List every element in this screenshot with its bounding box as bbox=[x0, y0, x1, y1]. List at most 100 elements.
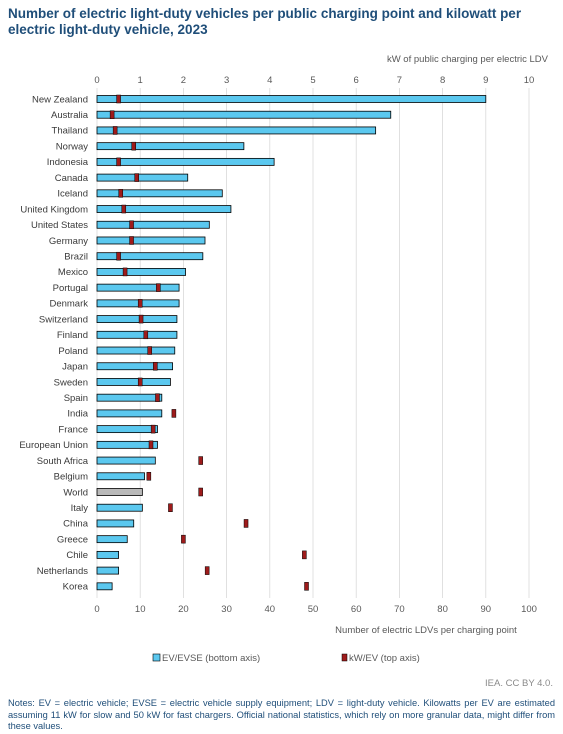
category-label: Norway bbox=[56, 141, 88, 152]
legend-marker-label: kW/EV (top axis) bbox=[349, 653, 420, 664]
kw-marker bbox=[181, 534, 186, 544]
bar bbox=[96, 582, 113, 591]
bar bbox=[96, 535, 128, 544]
bar bbox=[96, 110, 392, 119]
category-label: Brazil bbox=[64, 252, 88, 263]
bottom-tick-label: 100 bbox=[521, 604, 537, 615]
bar bbox=[96, 189, 223, 198]
kw-marker bbox=[153, 361, 158, 371]
bar bbox=[96, 95, 487, 103]
chart-title: Number of electric light-duty vehicles p… bbox=[8, 6, 522, 37]
bottom-tick-label: 60 bbox=[351, 604, 362, 615]
bottom-tick-label: 80 bbox=[437, 604, 448, 615]
category-label: Mexico bbox=[58, 267, 88, 278]
legend-bar-swatch bbox=[152, 653, 161, 662]
category-label: China bbox=[63, 519, 89, 530]
bar bbox=[96, 519, 135, 528]
top-tick-label: 10 bbox=[524, 75, 535, 86]
kw-marker bbox=[155, 393, 160, 402]
category-labels: New Zealand Australia Thailand Norway Indone… bbox=[19, 94, 88, 592]
category-label: Spain bbox=[64, 393, 88, 404]
category-label: United Kingdom bbox=[20, 204, 88, 215]
category-label: Chile bbox=[66, 550, 88, 561]
kw-marker bbox=[109, 110, 115, 119]
kw-marker bbox=[304, 582, 309, 591]
bar bbox=[96, 488, 143, 496]
bottom-tick-label: 10 bbox=[135, 604, 146, 615]
bar bbox=[96, 315, 178, 323]
legend-bar-label: EV/EVSE (bottom axis) bbox=[162, 653, 260, 664]
bottom-axis-ticks: 0 10 20 30 40 50 60 70 80 90 100 bbox=[94, 604, 537, 615]
category-label: Greece bbox=[57, 534, 88, 545]
category-label: Portugal bbox=[53, 283, 88, 294]
category-label: Indonesia bbox=[47, 157, 89, 168]
top-tick-label: 0 bbox=[94, 75, 99, 86]
top-tick-label: 3 bbox=[224, 75, 229, 86]
category-label: Canada bbox=[55, 173, 89, 184]
notes: Notes: EV = electric vehicle; EVSE = ele… bbox=[8, 698, 555, 731]
kw-marker bbox=[198, 456, 203, 465]
kw-marker bbox=[156, 283, 161, 292]
kw-marker bbox=[129, 236, 134, 245]
bar bbox=[96, 440, 158, 449]
bar bbox=[96, 173, 189, 182]
gridlines bbox=[96, 88, 530, 598]
kw-marker bbox=[137, 377, 143, 387]
kw-marker bbox=[198, 487, 203, 497]
category-label: Thailand bbox=[52, 126, 88, 137]
kw-marker bbox=[171, 409, 177, 418]
chart: New Zealand Australia Thailand Norway Indone… bbox=[19, 54, 549, 664]
kw-marker bbox=[147, 346, 152, 355]
category-label: World bbox=[63, 487, 88, 498]
category-label: France bbox=[58, 424, 88, 435]
top-tick-label: 7 bbox=[397, 75, 402, 86]
top-axis-title: kW of public charging per electric LDV bbox=[387, 54, 549, 65]
kw-marker bbox=[150, 424, 156, 434]
category-label: Iceland bbox=[57, 189, 88, 200]
kw-marker bbox=[243, 519, 249, 528]
category-label: South Africa bbox=[37, 456, 89, 467]
bar-series bbox=[96, 95, 487, 591]
category-label: Denmark bbox=[49, 299, 88, 310]
top-tick-label: 9 bbox=[483, 75, 488, 86]
bottom-tick-label: 40 bbox=[265, 604, 276, 615]
category-label: Italy bbox=[71, 503, 89, 514]
bar bbox=[96, 456, 156, 465]
kw-marker bbox=[134, 173, 139, 182]
bottom-tick-label: 20 bbox=[178, 604, 189, 615]
category-label: New Zealand bbox=[32, 94, 88, 105]
category-label: Poland bbox=[58, 346, 88, 357]
credit: IEA. CC BY 4.0. bbox=[485, 678, 553, 689]
kw-marker bbox=[204, 566, 210, 575]
bar bbox=[96, 142, 245, 151]
bar bbox=[96, 346, 176, 355]
category-label: Finland bbox=[57, 330, 88, 341]
bar bbox=[96, 157, 275, 166]
kw-marker bbox=[131, 141, 136, 151]
category-label: Belgium bbox=[54, 472, 88, 483]
bar bbox=[96, 220, 210, 229]
category-label: United States bbox=[31, 220, 88, 231]
bar bbox=[96, 362, 173, 371]
kw-marker bbox=[116, 157, 121, 167]
top-tick-label: 8 bbox=[440, 75, 445, 86]
kw-marker bbox=[148, 440, 154, 450]
bar bbox=[96, 425, 158, 434]
category-label: India bbox=[67, 409, 88, 420]
bar bbox=[96, 550, 120, 559]
bar bbox=[96, 503, 143, 512]
kw-marker bbox=[122, 267, 128, 277]
bottom-tick-label: 70 bbox=[394, 604, 405, 615]
category-label: Netherlands bbox=[37, 566, 88, 577]
bar bbox=[96, 472, 145, 481]
kw-marker bbox=[116, 251, 121, 261]
bar bbox=[96, 378, 171, 386]
kw-marker bbox=[143, 330, 149, 340]
bar bbox=[96, 252, 204, 261]
bottom-tick-label: 50 bbox=[308, 604, 319, 615]
legend: EV/EVSE (bottom axis) kW/EV (top axis) bbox=[152, 653, 420, 664]
category-label: Germany bbox=[49, 236, 88, 247]
kw-marker bbox=[121, 204, 127, 214]
marker-series bbox=[109, 94, 309, 591]
bar bbox=[96, 268, 186, 276]
